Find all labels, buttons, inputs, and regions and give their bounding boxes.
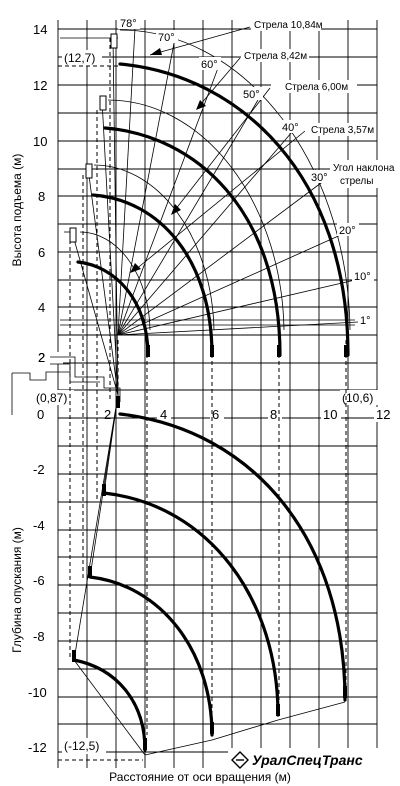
boom-label-8-42: Стрела 8,42м [244,51,307,62]
annotation-left: (0,87) [36,391,67,405]
x-ticks: 0 2 4 6 8 10 12 [34,406,394,422]
y-tick: -2 [33,462,45,477]
x-tick: 6 [212,407,219,422]
y-tick: -6 [33,573,45,588]
envelope-upper-6-00 [91,193,214,357]
y-axis-label-top: Высота подъема (м) [10,154,24,267]
logo-text: УралСпецТранс [252,752,363,768]
upper-envelopes [76,62,350,357]
svg-text:2: 2 [38,350,45,365]
y-tick: -4 [33,518,45,533]
crane-base: 2 [11,350,121,415]
x-tick: 8 [270,407,277,422]
y-tick: -10 [28,685,47,700]
angle-label: 30° [311,172,328,184]
y-tick: 14 [33,22,47,37]
x-axis-label: Расстояние от оси вращения (м) [109,770,291,784]
x-tick: 2 [104,407,111,422]
angle-label: 78° [120,18,137,30]
incline-label-line2: стрелы [340,176,373,187]
boom-label-10-84: Стрела 10,84м [254,20,323,31]
annotation-right: (10,6) [342,391,373,405]
y-tick: -8 [33,629,45,644]
angle-label: 20° [339,225,356,237]
boom-label-3-57: Стрела 3,57м [311,125,374,136]
annotation-top-height: (12,7) [64,51,95,65]
envelope-upper-3-57 [76,260,150,357]
y-tick: -12 [28,740,47,755]
x-tick: 12 [376,407,390,422]
angle-label: 70° [158,32,175,44]
y-tick: 6 [38,245,45,260]
lower-envelopes [72,412,347,752]
envelope-lower-8-42 [102,491,280,717]
boom-lines [60,37,119,396]
incline-label-line1: Угол наклона [333,163,395,174]
x-tick: 0 [37,407,44,422]
y-tick: 10 [33,134,47,149]
angle-label: 40° [282,122,299,134]
envelope-upper-8-42 [103,126,282,357]
angle-labels: 78° 70° 60° 50° 40° 30° 20° 10° 1° [118,16,376,327]
envelope-lower-3-57 [72,658,147,752]
boom-labels: Стрела 10,84м Стрела 8,42м Стрела 6,00м … [241,18,398,188]
angle-label: 60° [201,59,218,71]
hook-markers [69,33,348,750]
y-tick: 2 [38,350,45,365]
y-axis-label-bottom: Глубина опускания (м) [10,527,24,653]
company-logo: УралСпецТранс [228,748,388,770]
boom-label-6-00: Стрела 6,00м [285,82,348,93]
angle-label: 50° [243,89,260,101]
y-tick: 8 [38,189,45,204]
angle-label: 10° [354,271,371,283]
x-tick: 4 [160,407,167,422]
envelope-lower-6-00 [88,575,214,737]
boom-label-leaders [130,26,333,273]
x-tick: 10 [323,407,337,422]
envelope-upper-10-84 [118,62,350,357]
envelope-lower-10-84 [118,412,347,702]
angle-label: 1° [360,315,371,327]
y-tick: 4 [38,300,45,315]
annotation-bottom-depth: (-12,5) [64,739,99,753]
reference-dashes [58,38,347,761]
y-ticks: 14 12 10 8 6 4 2 -2 -4 -6 -8 -10 -12 [28,22,47,755]
y-tick: 12 [33,78,47,93]
